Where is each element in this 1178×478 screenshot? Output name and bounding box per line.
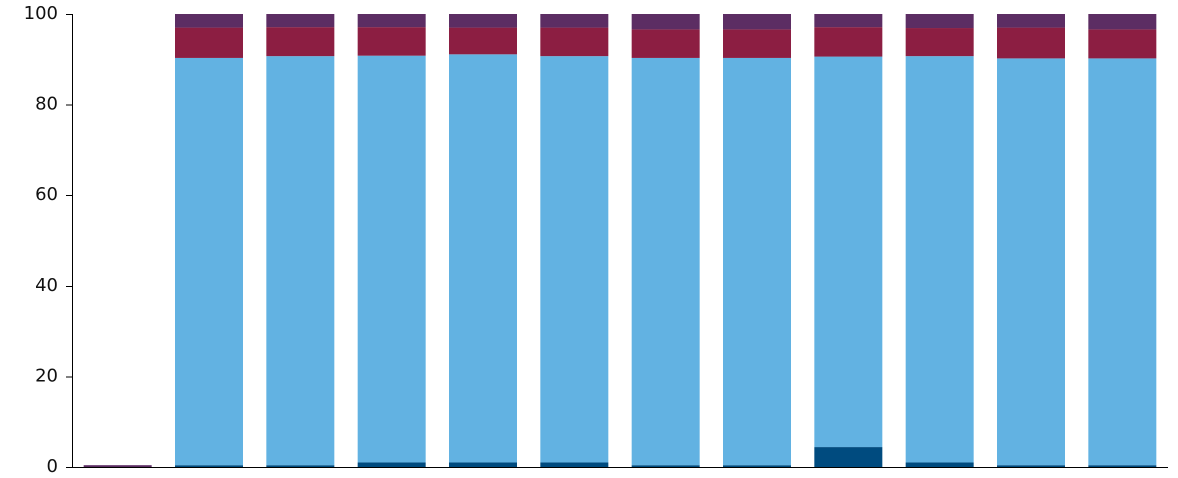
bar-segment-6-series-2 [631,29,700,58]
bar-segment-7-series-0 [723,465,791,467]
bar-segment-9-series-0 [905,462,974,467]
y-tick-label-4: 80 [35,94,58,115]
bar-segment-11-series-0 [1088,465,1157,467]
bar-segment-4-series-0 [449,462,517,467]
bar-segment-5-series-0 [540,462,609,467]
bar-segment-0-series-3 [83,465,152,467]
bars-layer [83,14,1157,467]
bar-segment-11-series-3 [1088,14,1157,30]
bar-segment-1-series-3 [175,14,243,28]
bar-segment-8-series-2 [814,27,883,57]
bar-segment-1-series-2 [175,27,243,58]
y-tick-label-1: 20 [35,365,58,386]
bar-segment-10-series-2 [997,27,1065,59]
y-tick-label-0: 0 [47,456,58,477]
bar-segment-8-series-1 [814,56,883,448]
bar-segment-3-series-2 [357,27,426,56]
bar-segment-7-series-2 [723,29,791,58]
bar-segment-11-series-1 [1088,58,1157,466]
bar-segment-2-series-0 [266,465,335,467]
bar-segment-10-series-0 [997,465,1065,467]
bar-segment-5-series-2 [540,27,609,57]
bar-segment-9-series-2 [905,28,974,57]
bar-segment-10-series-3 [997,14,1065,28]
bar-segment-2-series-2 [266,27,335,57]
bar-segment-10-series-1 [997,58,1065,466]
bar-segment-4-series-1 [449,54,517,463]
bar-segment-8-series-3 [814,14,883,28]
bar-segment-5-series-1 [540,56,609,463]
bar-segment-9-series-3 [905,14,974,29]
bar-segment-8-series-0 [814,447,883,467]
y-tick-label-3: 60 [35,184,58,205]
bar-segment-2-series-3 [266,14,335,28]
bar-segment-3-series-0 [357,462,426,467]
bar-segment-4-series-3 [449,14,517,28]
bar-segment-4-series-2 [449,27,517,55]
bar-segment-1-series-0 [175,465,243,467]
bar-segment-11-series-2 [1088,29,1157,59]
bar-segment-7-series-1 [723,57,791,466]
bar-segment-6-series-0 [631,465,700,467]
y-tick-label-5: 100 [24,3,58,24]
bar-segment-6-series-1 [631,57,700,466]
bar-segment-1-series-1 [175,57,243,466]
bar-segment-5-series-3 [540,14,609,28]
bar-segment-3-series-1 [357,55,426,463]
y-tick-labels: 0 20 40 60 80 100 [24,3,72,477]
bar-segment-2-series-1 [266,56,335,466]
bar-segment-9-series-1 [905,56,974,463]
bar-segment-6-series-3 [631,14,700,30]
bar-segment-7-series-3 [723,14,791,30]
bar-segment-3-series-3 [357,14,426,28]
y-tick-label-2: 40 [35,275,58,296]
